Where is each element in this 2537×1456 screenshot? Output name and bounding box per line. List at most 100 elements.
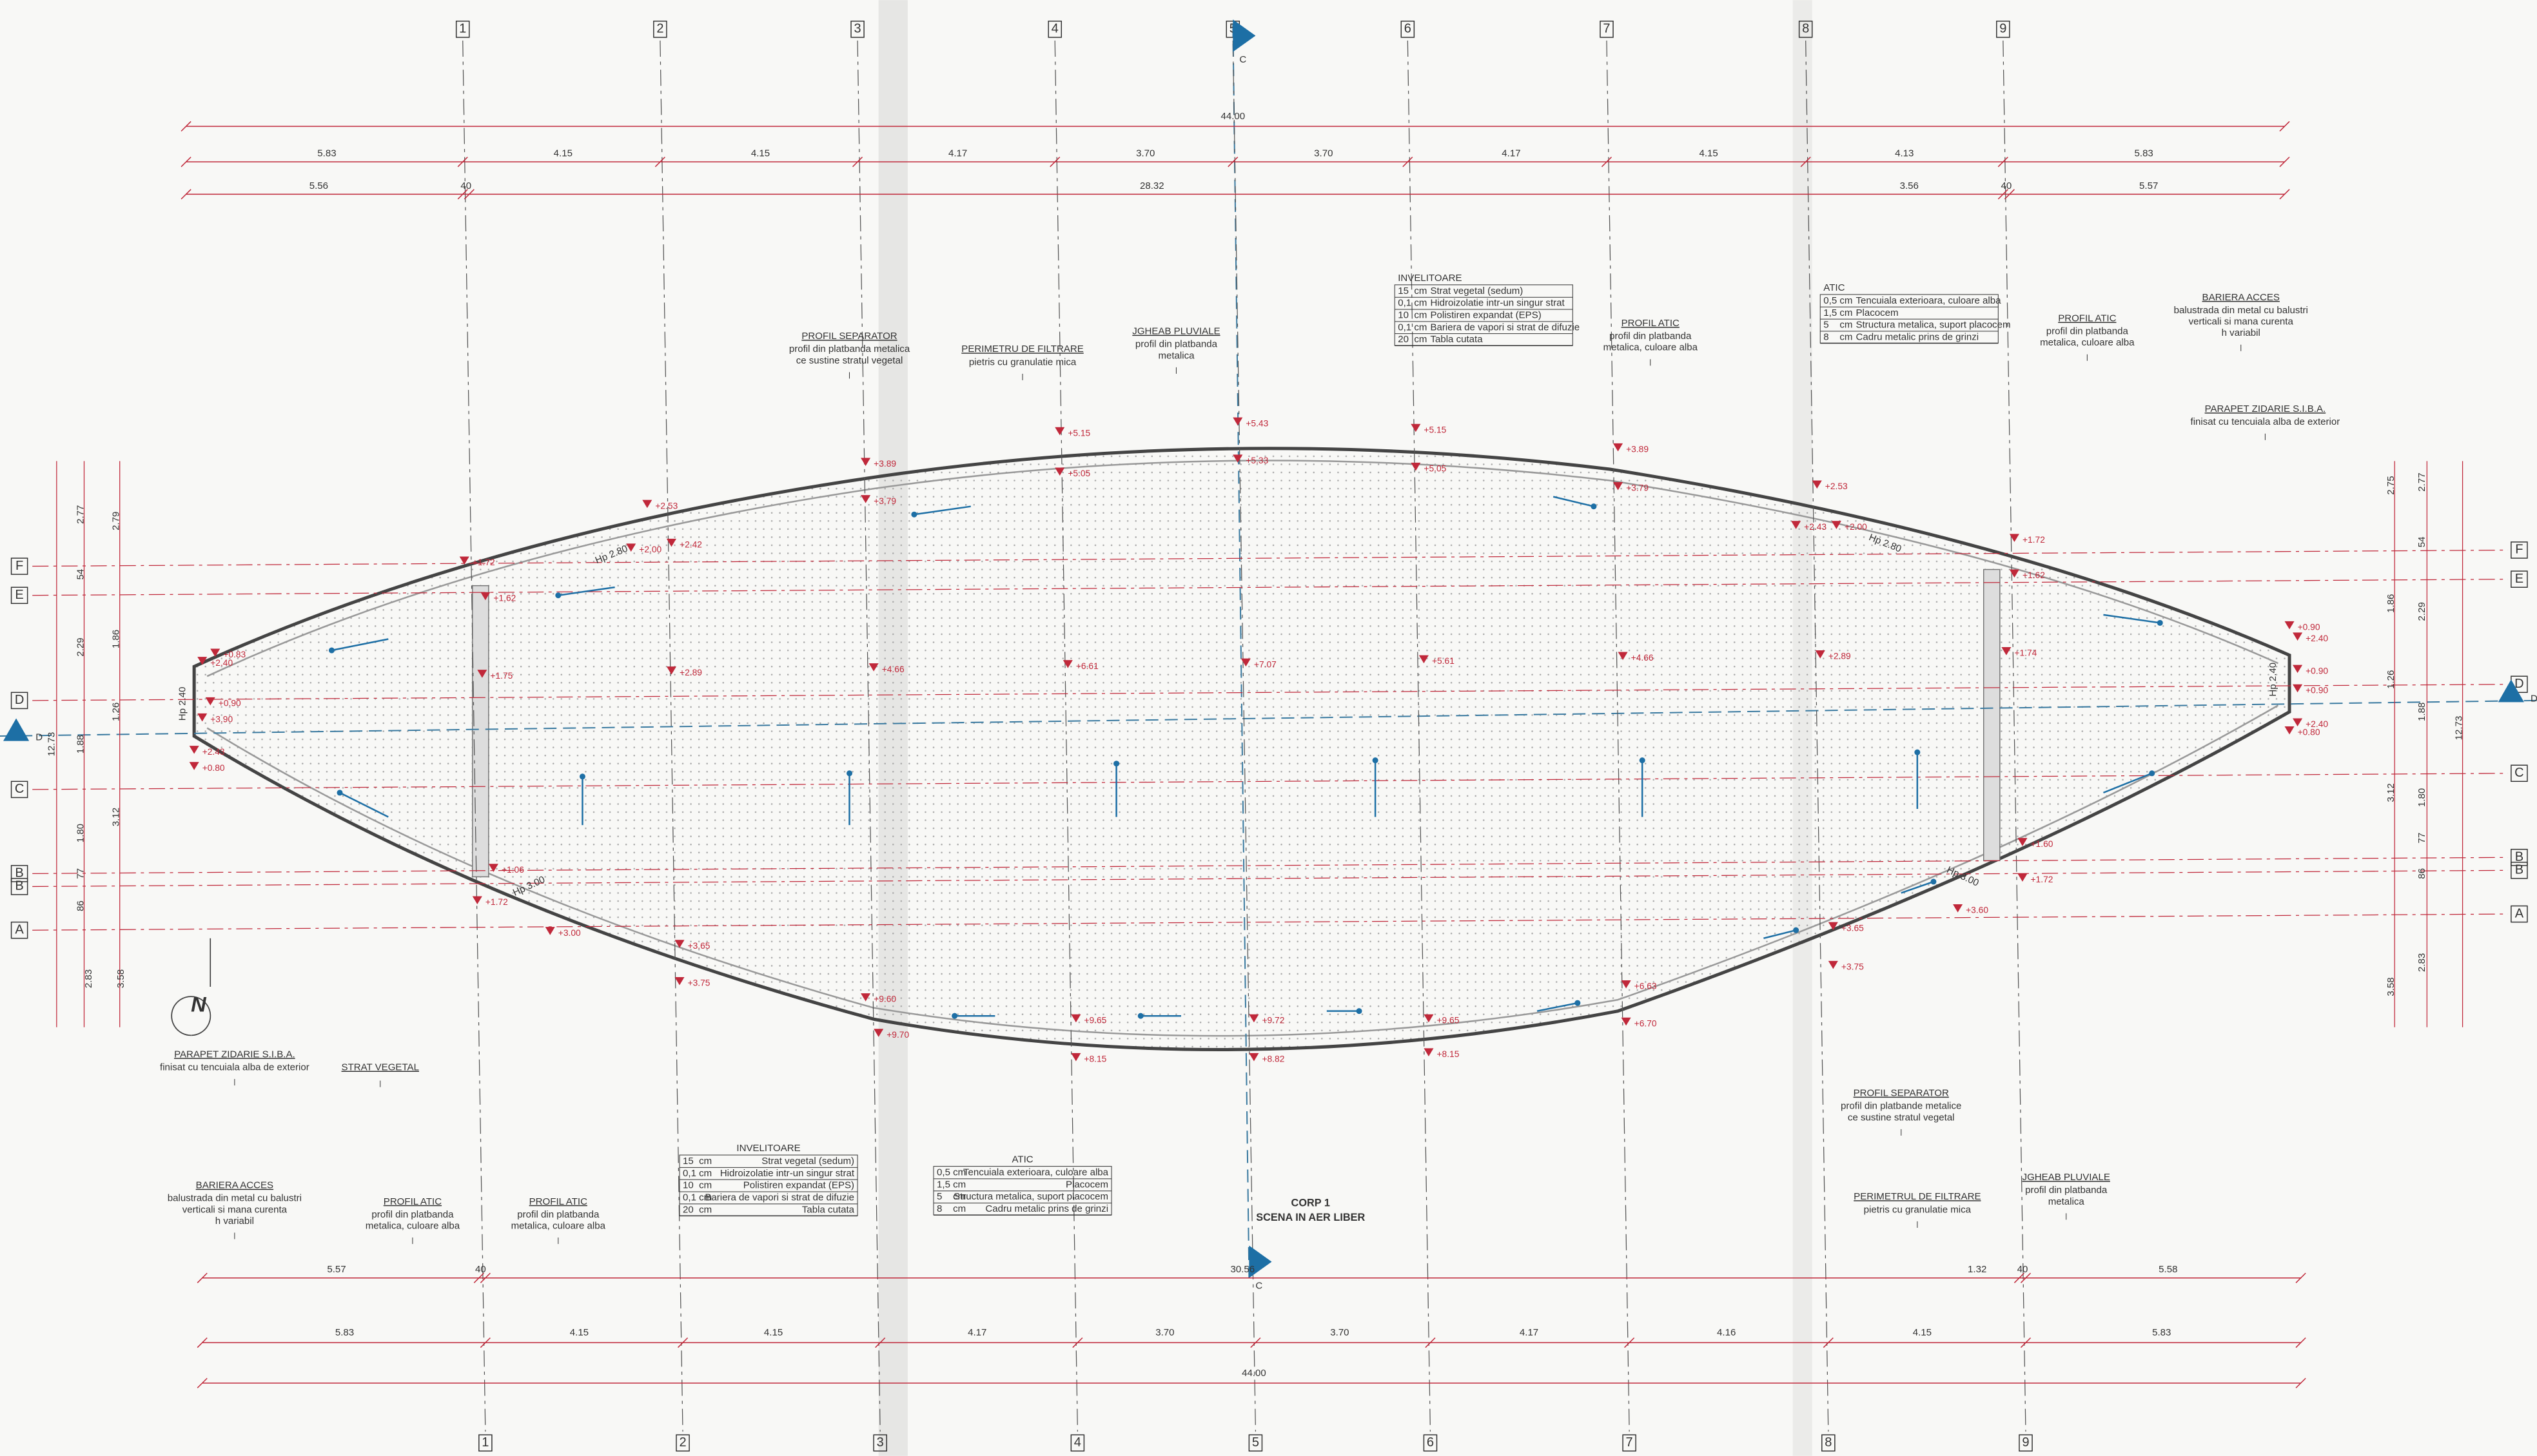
side-dimension: 3.58 [115,969,126,988]
section-label: C [1239,54,1246,65]
flow-arrowhead [1793,927,1799,933]
elevation-marker [1613,482,1623,490]
side-dimension: 77 [2416,833,2427,844]
side-dimension: 1.80 [75,824,86,842]
dimension-tick [1823,1337,1834,1348]
section-label: C [1255,1280,1262,1291]
annotation-line: ce sustine stratul vegetal [1848,1112,1955,1123]
dimension-tick [2295,1272,2306,1283]
elevation: +2.53 [655,501,678,510]
axis-box [478,1434,493,1452]
north-label: N [191,993,207,1016]
table-cell: Bariera de vapori si strat de difuzie [1430,322,1580,333]
side-dimension: 1.86 [2385,594,2396,613]
axis-label: E [2515,572,2523,586]
side-dimension: 1.88 [2416,703,2427,721]
side-dimension: 2.79 [111,512,122,530]
side-dimension: 1.26 [2385,670,2396,689]
grid-axis [32,857,2508,874]
annotation-line: profil din platbanda [371,1209,454,1220]
table-cell: 1,5 [937,1179,950,1190]
axis-label: 5 [1252,1435,1259,1450]
axis-label: 3 [877,1435,884,1450]
axis-box [455,21,470,38]
table-cell: 20 [683,1204,694,1215]
axis-box [2511,570,2528,588]
axis-label: 7 [1603,22,1610,36]
elevation: +1.72 [485,897,508,907]
elevation: +2.00 [1845,522,1867,532]
axis-label: 9 [1999,22,2006,36]
elevation-marker [2293,684,2303,693]
flow-arrowhead [337,790,343,796]
elevation-marker [666,538,676,547]
table-frame [1394,284,1573,346]
elevation-marker [1233,417,1243,426]
elevation-marker [674,940,685,948]
elevation: +6.70 [1634,1018,1657,1028]
elevation: +3.60 [1966,906,1988,915]
dimension-tick [1050,157,1061,168]
north-symbol [171,996,211,1036]
annotation-line: h variabil [2222,327,2260,338]
grid-axis [32,869,2508,888]
elevation: +0.90 [2306,666,2328,675]
dimension-tick [480,1272,491,1283]
annotation-title: BARIERA ACCES [2202,292,2280,303]
table-cell: Tencuiala exterioara, culoare alba [963,1167,1109,1178]
axis-box [2511,862,2528,879]
axis-box [873,1434,887,1452]
table-cell: cm [1839,320,1852,331]
elevation-marker [1424,1014,1434,1023]
annotation-line: balustrada din metal cu balustri [2174,305,2308,316]
dimension: 40 [2001,180,2012,191]
annotation-line: profil din platbanda [2046,326,2129,337]
elevation: +3.00 [558,928,581,938]
elevation-marker [1418,655,1429,664]
side-dimension: 2.83 [2416,953,2427,972]
flow-arrowhead [2149,770,2155,777]
elevation-marker [1233,454,1243,463]
dimension: 5.83 [2152,1327,2171,1338]
elevation: +0.83 [223,650,246,659]
table-cell: Polistiren expandat (EPS) [743,1180,854,1191]
side-dimension: 2.77 [75,505,86,524]
table-cell: Cadru metalic prins de grinzi [985,1203,1108,1214]
axis-box [1423,1434,1438,1452]
dimension-tick [197,1377,208,1388]
axis-box [2511,764,2528,782]
elevation: +8.15 [1084,1054,1106,1064]
axis-box [10,878,28,895]
grid-axis [32,578,2508,596]
dimension: 1.32 [1968,1264,1986,1275]
table-cell: Tabla cutata [1430,334,1483,345]
side-dimension: 54 [75,569,86,580]
annotation-line: metalica [1158,350,1195,361]
elevation-marker [2009,569,2019,578]
axis-box [10,781,28,799]
side-dimension: 2.77 [2416,472,2427,491]
axis-label: B [2515,850,2523,864]
axis-label: 7 [1626,1435,1633,1450]
elevation: +2.40 [2306,719,2328,729]
table-cell: 0,1 [1398,298,1411,309]
annotation-title: PARAPET ZIDARIE S.I.B.A. [174,1049,295,1060]
side-dimension: 3.12 [2385,783,2396,802]
table-cell: Structura metalica, suport placocem [954,1191,1108,1202]
side-dimension: 77 [75,868,86,879]
elevation: +1.62 [2023,570,2045,580]
elevation-marker [2293,632,2303,641]
elevation-marker [1812,480,1822,489]
slope-label: Hp 2.40 [2268,663,2278,697]
axis-label: D [15,693,24,707]
elevation: +1.75 [490,671,513,681]
flow-arrowhead [555,592,562,599]
axis-box [1821,1434,1836,1452]
dimension: 5.57 [2139,180,2158,191]
slope-label: Hp 2.40 [177,687,188,721]
elevation-marker [472,896,482,905]
elevation-marker [1815,650,1825,659]
table-cell: Bariera de vapori si strat de difuzie [705,1192,854,1203]
dimension-tick [2279,189,2290,200]
flow-arrowhead [1113,761,1120,767]
